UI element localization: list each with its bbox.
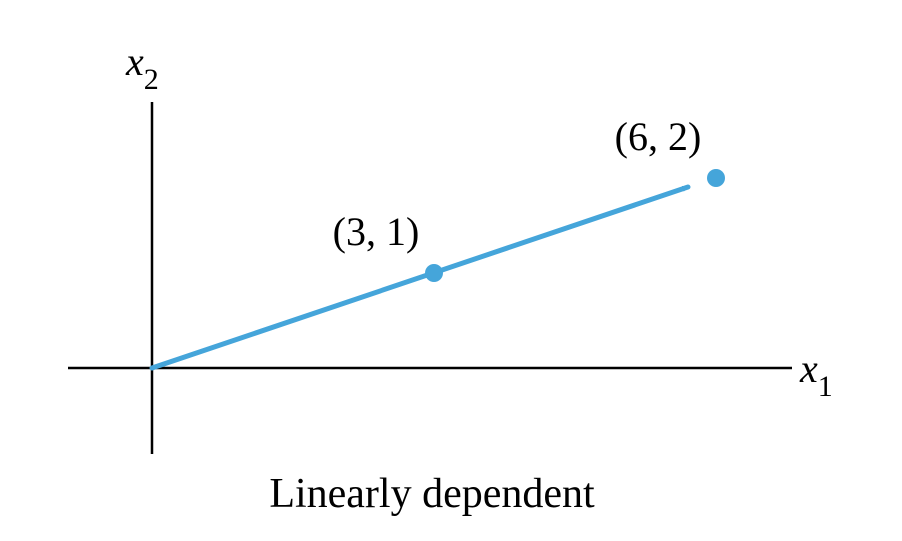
caption: Linearly dependent (269, 471, 595, 517)
point-6-2 (707, 169, 725, 187)
point-6-2-label: (6, 2) (615, 114, 702, 159)
point-3-1 (425, 264, 443, 282)
x1-axis-label: x1 (799, 346, 833, 403)
vector-arrow (149, 184, 691, 371)
point-3-1-label: (3, 1) (333, 209, 420, 254)
x2-axis-label: x2 (125, 39, 159, 96)
